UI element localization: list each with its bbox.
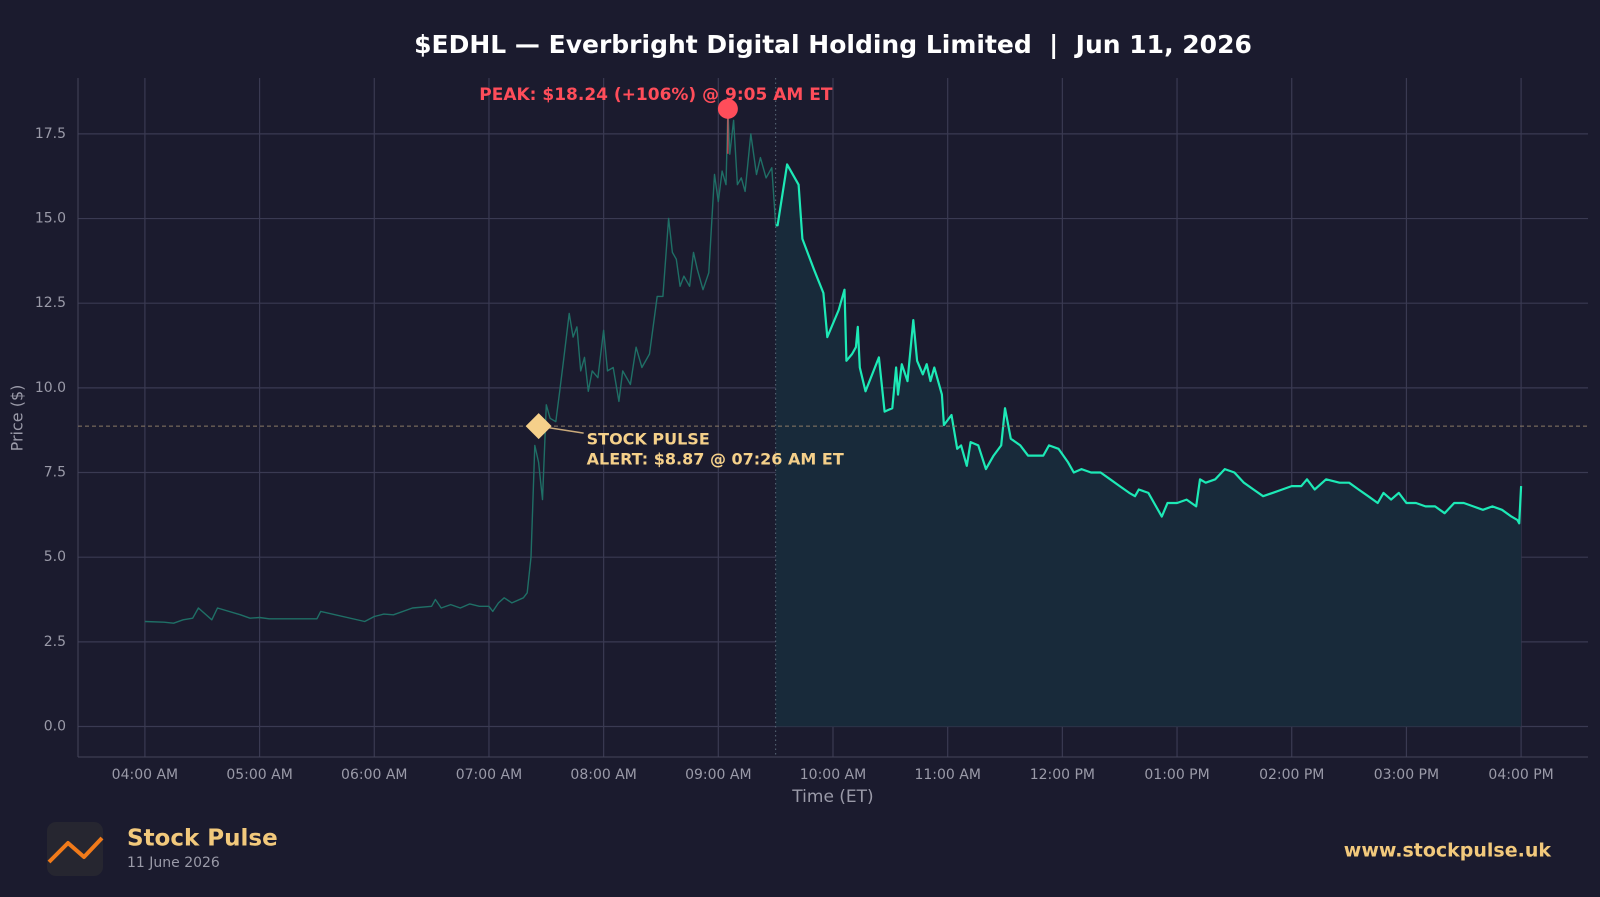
price-line	[144, 108, 777, 624]
alert-label: ALERT: $8.87 @ 07:26 AM ET	[587, 450, 844, 469]
brand-date: 11 June 2026	[127, 855, 220, 871]
y-tick-label: 2.5	[44, 634, 66, 650]
x-tick-label: 08:00 AM	[570, 767, 636, 783]
peak-marker	[717, 98, 738, 119]
x-tick-label: 09:00 AM	[685, 767, 751, 783]
x-tick-label: 07:00 AM	[456, 767, 522, 783]
x-tick-label: 04:00 PM	[1488, 767, 1553, 783]
y-tick-label: 10.0	[35, 380, 66, 396]
x-tick-label: 06:00 AM	[341, 767, 407, 783]
price-line	[775, 163, 1523, 525]
x-tick-label: 05:00 AM	[226, 767, 292, 783]
y-tick-label: 5.0	[44, 549, 66, 565]
alert-marker	[525, 413, 552, 440]
x-tick-label: 12:00 PM	[1030, 767, 1095, 783]
x-tick-label: 02:00 PM	[1259, 767, 1324, 783]
chart-title: $EDHL — Everbright Digital Holding Limit…	[414, 30, 1252, 59]
x-tick-label: 10:00 AM	[800, 767, 866, 783]
y-tick-label: 15.0	[35, 211, 66, 227]
y-tick-label: 17.5	[35, 126, 66, 142]
area	[775, 164, 1522, 727]
x-tick-label: 04:00 AM	[112, 767, 178, 783]
x-axis-label: Time (ET)	[791, 787, 873, 807]
y-tick-label: 0.0	[44, 719, 66, 735]
brand-name: Stock Pulse	[127, 826, 278, 852]
y-tick-label: 7.5	[44, 465, 66, 481]
website-url: www.stockpulse.uk	[1344, 840, 1552, 862]
x-tick-label: 11:00 AM	[914, 767, 980, 783]
y-axis-label: Price ($)	[8, 385, 27, 452]
x-tick-label: 03:00 PM	[1374, 767, 1439, 783]
y-tick-label: 12.5	[35, 295, 66, 311]
logo	[47, 822, 104, 876]
alert-label: STOCK PULSE	[587, 430, 710, 449]
peak-label: PEAK: $18.24 (+106%) @ 9:05 AM ET	[479, 85, 833, 105]
x-tick-label: 01:00 PM	[1144, 767, 1209, 783]
